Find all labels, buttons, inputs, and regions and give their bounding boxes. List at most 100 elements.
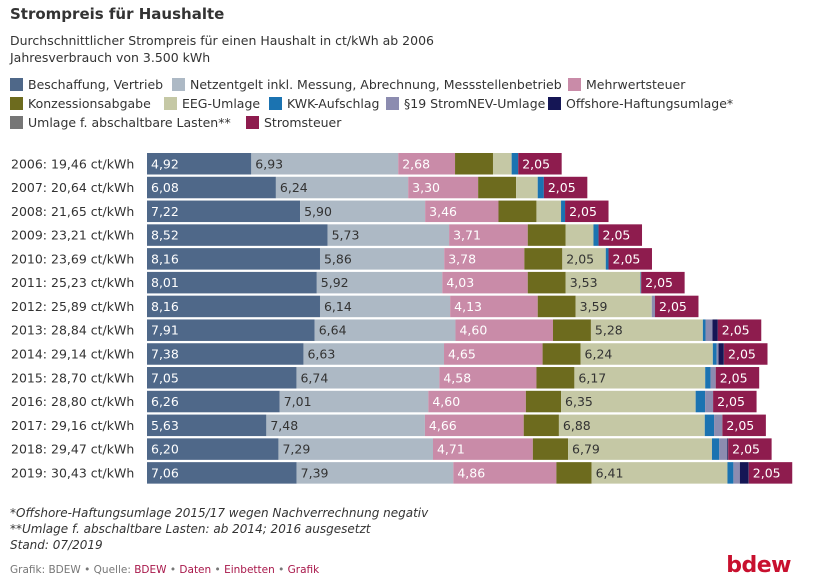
data-label: 7,29: [282, 442, 310, 457]
legend-item: Stromsteuer: [246, 115, 341, 131]
bar-segment: [568, 438, 712, 460]
bar-segment: [536, 367, 575, 389]
data-label: 3,78: [448, 251, 476, 266]
year-label: 2014: 29,14 ct/kWh: [11, 346, 134, 361]
data-label: 7,01: [284, 394, 312, 409]
data-label: 8,52: [151, 228, 179, 243]
data-label: 5,73: [332, 228, 360, 243]
year-label: 2012: 25,89 ct/kWh: [11, 299, 134, 314]
data-label: 6,14: [324, 299, 352, 314]
quelle-link[interactable]: BDEW: [134, 564, 167, 576]
bar-segment: [593, 224, 599, 246]
legend-item: Konzessionsabgabe: [10, 96, 151, 112]
chart-subtitle-consumption: Jahresverbrauch von 3.500 kWh: [10, 50, 211, 65]
einbetten-link[interactable]: Einbetten: [224, 564, 275, 576]
bar-segment: [532, 438, 569, 460]
data-label: 6,08: [151, 180, 179, 195]
data-label: 6,88: [563, 418, 591, 433]
grafik-link[interactable]: Grafik: [287, 564, 320, 576]
data-label: 2,05: [566, 251, 594, 266]
legend-label: Konzessionsabgabe: [28, 96, 151, 111]
data-label: 2,68: [402, 156, 430, 171]
bar-segment: [398, 153, 456, 175]
credit-separator: •: [169, 564, 177, 576]
legend-swatch: [10, 97, 23, 110]
year-label: 2010: 23,69 ct/kWh: [11, 251, 134, 266]
bar-segment: [714, 414, 723, 437]
footnote-stand: Stand: 07/2019: [10, 538, 103, 552]
data-label: 4,13: [454, 299, 482, 314]
bar-segment: [450, 295, 538, 318]
data-label: 4,65: [448, 346, 476, 361]
bar-segment: [327, 224, 450, 246]
data-label: 7,06: [151, 465, 179, 480]
bar-segment: [251, 153, 399, 175]
bar-segment: [561, 200, 566, 223]
bar-segment: [641, 271, 685, 294]
bar-segment: [425, 200, 499, 223]
legend-swatch: [164, 97, 177, 110]
bar-segment: [524, 248, 563, 270]
legend-label: Umlage f. abschaltbare Lasten**: [28, 115, 231, 130]
data-label: 5,92: [321, 275, 349, 290]
bar-segment: [455, 153, 493, 175]
data-label: 2,05: [726, 418, 754, 433]
bar-segment: [432, 438, 533, 460]
bar-segment: [574, 367, 706, 389]
bar-segment: [651, 295, 656, 318]
bar-segment: [558, 414, 705, 437]
bar-segment: [478, 176, 517, 199]
chart-subtitle: Durchschnittlicher Strompreis für einen …: [10, 33, 434, 48]
year-label: 2008: 21,65 ct/kWh: [11, 204, 134, 219]
legend-swatch: [172, 78, 185, 91]
bar-segment: [296, 367, 440, 389]
bar-segment: [556, 462, 592, 484]
bar-segment: [442, 271, 528, 294]
bar-segment: [705, 319, 713, 341]
daten-link[interactable]: Daten: [179, 564, 212, 576]
data-label: 3,59: [580, 299, 608, 314]
data-label: 2,05: [613, 251, 641, 266]
bar-segment: [561, 390, 696, 413]
data-label: 6,74: [300, 370, 328, 385]
data-label: 4,60: [432, 394, 460, 409]
data-label: 2,05: [548, 180, 576, 195]
bar-segment: [542, 343, 581, 365]
credit-separator: •: [214, 564, 221, 576]
footnote-abschaltbare-lasten: **Umlage f. abschaltbare Lasten: ab 2014…: [10, 522, 371, 536]
data-label: 2,05: [659, 299, 687, 314]
data-label: 3,30: [412, 180, 440, 195]
bar-segment: [565, 200, 609, 223]
legend-swatch: [568, 78, 581, 91]
data-label: 7,22: [151, 204, 179, 219]
year-label: 2009: 23,21 ct/kWh: [11, 228, 134, 243]
legend-label: Beschaffung, Vertrieb: [28, 77, 164, 92]
year-label: 2013: 28,84 ct/kWh: [11, 323, 134, 338]
data-label: 2,05: [645, 275, 673, 290]
data-label: 7,48: [270, 418, 298, 433]
data-label: 6,93: [255, 156, 283, 171]
bar-segment: [428, 390, 526, 413]
bar-segment: [695, 390, 706, 413]
legend-item: KWK-Aufschlag: [269, 96, 379, 112]
bar-segment: [147, 200, 301, 223]
legend-item: §19 StromNEV-Umlage: [386, 96, 545, 112]
year-label: 2007: 20,64 ct/kWh: [11, 180, 134, 195]
data-label: 2,05: [732, 442, 760, 457]
bar-segment: [147, 224, 328, 246]
bar-segment: [598, 224, 643, 246]
bar-segment: [748, 462, 793, 484]
data-label: 4,58: [443, 370, 471, 385]
data-label: 5,28: [595, 323, 623, 338]
data-label: 2,05: [728, 346, 756, 361]
bar-segment: [562, 248, 606, 270]
data-label: 7,39: [301, 465, 329, 480]
bar-segment: [702, 319, 706, 341]
bar-segment: [705, 390, 714, 413]
bar-segment: [705, 367, 711, 389]
bar-segment: [537, 176, 544, 199]
bar-segment: [498, 200, 537, 223]
bar-segment: [444, 248, 525, 270]
bar-segment: [408, 176, 479, 199]
bar-segment: [713, 390, 757, 413]
